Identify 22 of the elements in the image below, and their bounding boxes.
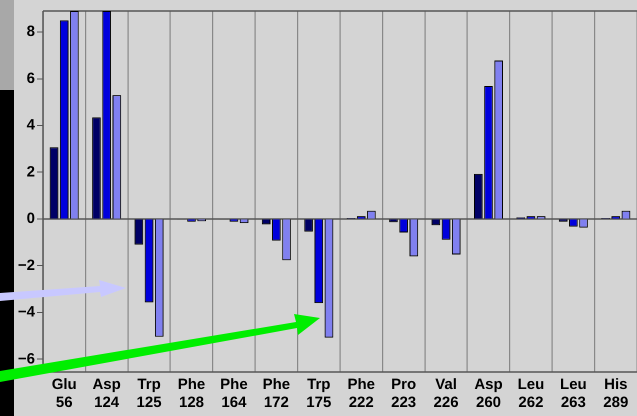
x-tick-label: Asp 124 — [92, 376, 121, 412]
x-tick-label: Asp 260 — [474, 376, 503, 412]
y-tick-label: 0 — [26, 210, 35, 228]
y-tick-label: −4 — [18, 304, 36, 321]
y-tick-label: −2 — [18, 256, 35, 274]
y-tick-label: 4 — [26, 116, 36, 134]
y-tick-label: −6 — [18, 350, 35, 368]
x-tick-label: Val 226 — [434, 376, 459, 412]
x-tick-label: His 289 — [603, 376, 628, 412]
x-tick-label: Phe 172 — [262, 376, 290, 412]
x-tick-label: Phe 128 — [178, 376, 206, 412]
x-tick-label: Phe 222 — [347, 376, 375, 412]
y-tick-label: 8 — [26, 23, 35, 40]
y-tick-label: 6 — [26, 70, 35, 87]
x-tick-label: Glu 56 — [52, 376, 77, 412]
x-tick-label: Phe 164 — [220, 376, 248, 412]
x-tick-label: Pro 223 — [391, 376, 416, 412]
x-tick-label: Leu 263 — [560, 376, 587, 412]
x-tick-label: Leu 262 — [518, 376, 544, 412]
x-tick-label: Trp 175 — [306, 376, 332, 412]
x-tick-label: Trp 125 — [136, 376, 162, 412]
y-tick-label: 2 — [26, 163, 35, 180]
